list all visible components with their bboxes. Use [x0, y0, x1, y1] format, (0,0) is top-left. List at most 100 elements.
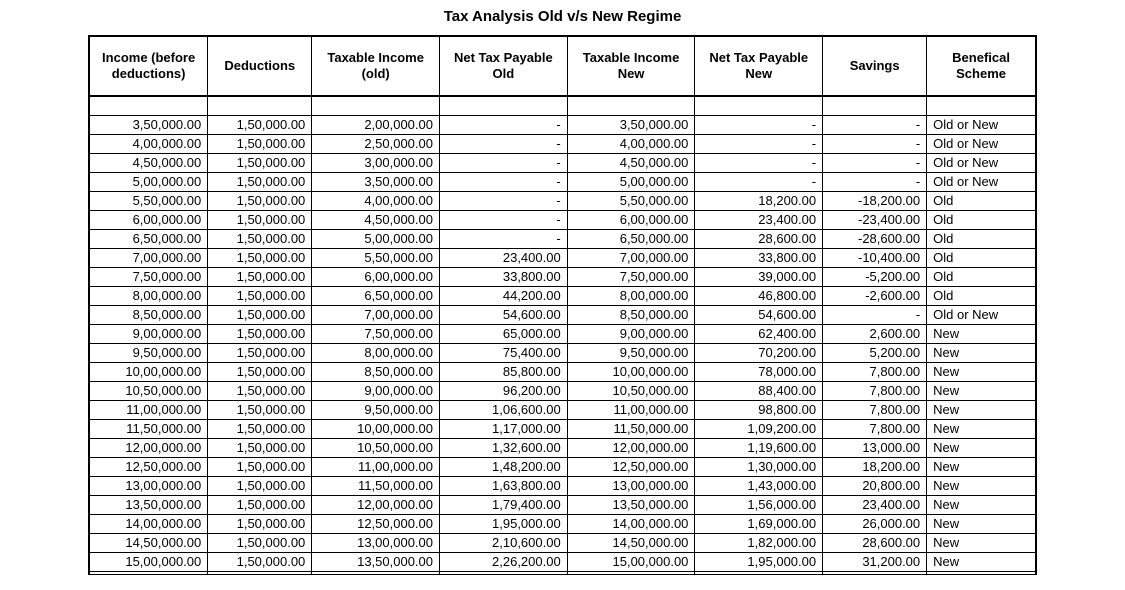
cell: 2,26,200.00: [440, 553, 568, 572]
cell: 44,200.00: [440, 287, 568, 306]
cell: 4,50,000.00: [567, 154, 695, 173]
cell: 5,50,000.00: [567, 192, 695, 211]
cell: 1,50,000.00: [208, 116, 312, 135]
col-header-income: Income (before deductions): [90, 37, 208, 96]
cell: 12,00,000.00: [567, 439, 695, 458]
page-title: Tax Analysis Old v/s New Regime: [0, 0, 1125, 35]
cell: 39,000.00: [695, 268, 823, 287]
cell: 7,50,000.00: [90, 268, 208, 287]
cell: 11,00,000.00: [312, 458, 440, 477]
cell: Old: [927, 287, 1036, 306]
cell: 98,800.00: [695, 401, 823, 420]
cell: 8,50,000.00: [312, 363, 440, 382]
cell: 15,00,000.00: [567, 553, 695, 572]
cell: 28,600.00: [823, 534, 927, 553]
cell: 12,50,000.00: [90, 458, 208, 477]
cell: 7,00,000.00: [567, 249, 695, 268]
cell: 1,50,000.00: [208, 363, 312, 382]
table-row: 7,00,000.001,50,000.005,50,000.0023,400.…: [90, 249, 1036, 268]
col-header-nettax-new: Net Tax Payable New: [695, 37, 823, 96]
cell: 1,50,000.00: [208, 401, 312, 420]
cell: -: [440, 135, 568, 154]
col-header-nettax-old: Net Tax Payable Old: [440, 37, 568, 96]
cell: -: [823, 135, 927, 154]
cell: Old or New: [927, 154, 1036, 173]
cell: New: [927, 382, 1036, 401]
cell: New: [927, 325, 1036, 344]
cell: 1,50,000.00: [208, 420, 312, 439]
cell: 20,800.00: [823, 477, 927, 496]
cell: Old or New: [927, 116, 1036, 135]
cell: 5,50,000.00: [312, 249, 440, 268]
cell: 31,200.00: [823, 553, 927, 572]
cell: 65,000.00: [440, 325, 568, 344]
cell: 10,50,000.00: [90, 382, 208, 401]
cell: 28,600.00: [695, 230, 823, 249]
cell: 1,50,000.00: [208, 306, 312, 325]
cell: 15,00,000.00: [90, 553, 208, 572]
header-row: Income (before deductions) Deductions Ta…: [90, 37, 1036, 96]
cell: 7,800.00: [823, 363, 927, 382]
cell: 1,50,000.00: [208, 211, 312, 230]
cell: New: [927, 344, 1036, 363]
cell: 4,50,000.00: [90, 154, 208, 173]
cell: New: [927, 496, 1036, 515]
cell: 26,000.00: [823, 515, 927, 534]
cell: 23,400.00: [440, 249, 568, 268]
cell: 1,43,000.00: [695, 477, 823, 496]
cell: 11,50,000.00: [312, 477, 440, 496]
cell: 9,00,000.00: [567, 325, 695, 344]
col-header-taxable-new: Taxable Income New: [567, 37, 695, 96]
cell: 6,00,000.00: [90, 211, 208, 230]
table-row: 7,50,000.001,50,000.006,00,000.0033,800.…: [90, 268, 1036, 287]
cell: 9,00,000.00: [90, 325, 208, 344]
table-row: 6,00,000.001,50,000.004,50,000.00-6,00,0…: [90, 211, 1036, 230]
cell: New: [927, 363, 1036, 382]
cell: 6,50,000.00: [567, 230, 695, 249]
cell: -23,400.00: [823, 211, 927, 230]
cell: 7,800.00: [823, 382, 927, 401]
cell: 8,00,000.00: [312, 344, 440, 363]
cell: 2,50,000.00: [312, 135, 440, 154]
table-row: 9,50,000.001,50,000.008,00,000.0075,400.…: [90, 344, 1036, 363]
cell: 1,82,000.00: [695, 534, 823, 553]
table-row: 13,00,000.001,50,000.0011,50,000.001,63,…: [90, 477, 1036, 496]
table-row: 5,00,000.001,50,000.003,50,000.00-5,00,0…: [90, 173, 1036, 192]
table-row: 12,50,000.001,50,000.0011,00,000.001,48,…: [90, 458, 1036, 477]
cell: 46,800.00: [695, 287, 823, 306]
cell: New: [927, 420, 1036, 439]
cell: 9,50,000.00: [312, 401, 440, 420]
cell: 11,50,000.00: [567, 420, 695, 439]
cell: 11,50,000.00: [90, 420, 208, 439]
cell: New: [927, 515, 1036, 534]
cell: 14,00,000.00: [90, 515, 208, 534]
cell: 13,50,000.00: [312, 553, 440, 572]
cell: -: [823, 306, 927, 325]
table-row: 10,00,000.001,50,000.008,50,000.0085,800…: [90, 363, 1036, 382]
cell: New: [927, 401, 1036, 420]
cell: 85,800.00: [440, 363, 568, 382]
cell: Old or New: [927, 135, 1036, 154]
table-row: 13,50,000.001,50,000.0012,00,000.001,79,…: [90, 496, 1036, 515]
table-row: 11,50,000.001,50,000.0010,00,000.001,17,…: [90, 420, 1036, 439]
cell: 1,50,000.00: [208, 344, 312, 363]
cell: 9,50,000.00: [90, 344, 208, 363]
cell: New: [927, 439, 1036, 458]
cell: 15,50,000.00: [567, 572, 695, 576]
cell: 8,50,000.00: [567, 306, 695, 325]
cell: 1,06,600.00: [440, 401, 568, 420]
col-header-taxable-old: Taxable Income (old): [312, 37, 440, 96]
cell: 12,00,000.00: [312, 496, 440, 515]
cell: 11,00,000.00: [90, 401, 208, 420]
cell: 62,400.00: [695, 325, 823, 344]
cell: 7,50,000.00: [567, 268, 695, 287]
cell: -: [440, 230, 568, 249]
cell: 10,50,000.00: [312, 439, 440, 458]
cell: 4,00,000.00: [567, 135, 695, 154]
cell: -: [440, 192, 568, 211]
cell: 1,79,400.00: [440, 496, 568, 515]
cell: Old: [927, 211, 1036, 230]
cell: 13,50,000.00: [567, 496, 695, 515]
cell: -28,600.00: [823, 230, 927, 249]
cell: 18,200.00: [695, 192, 823, 211]
